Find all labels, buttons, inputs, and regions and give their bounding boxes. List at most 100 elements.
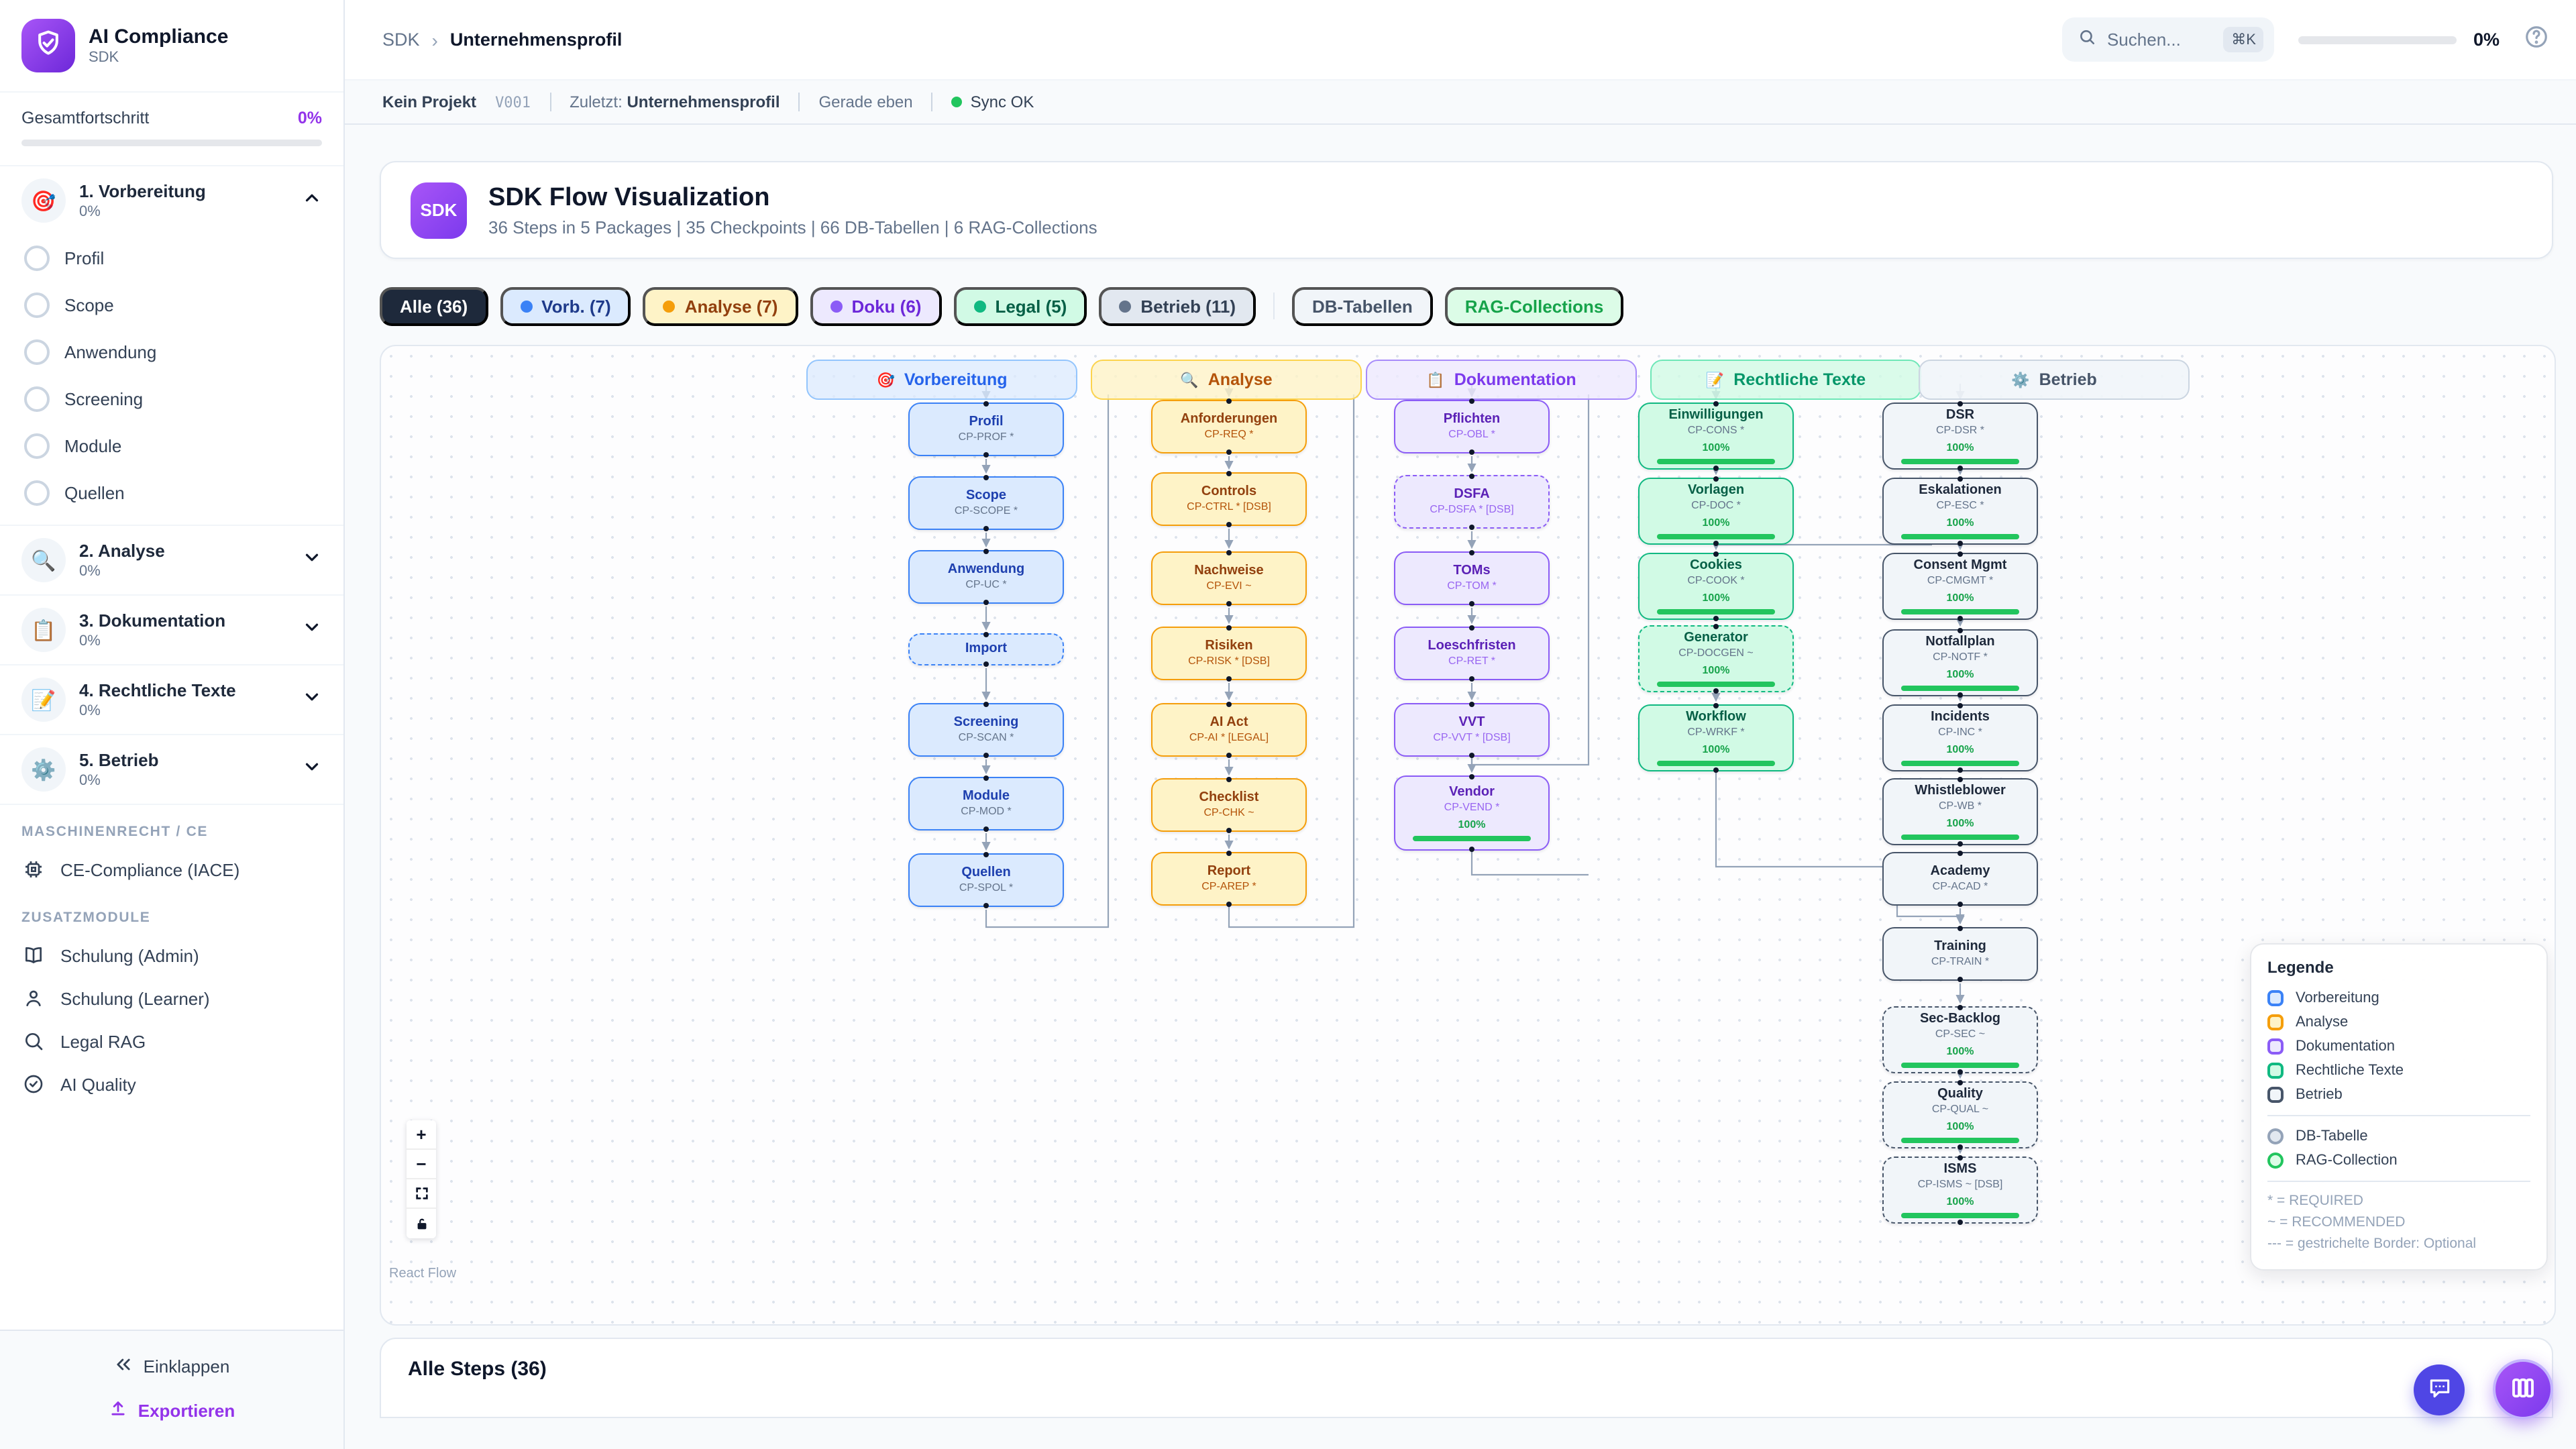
column-header-gray[interactable]: ⚙️ Betrieb [1919,360,2190,400]
flow-node[interactable]: TOMs CP-TOM * [1394,550,1550,606]
flow-node[interactable]: Whistleblower CP-WB * 100% [1882,777,2038,847]
flow-node[interactable]: Anwendung CP-UC * [908,549,1064,605]
breadcrumb-sdk[interactable]: SDK [382,30,420,50]
filter-db[interactable]: DB-Tabellen [1292,286,1433,325]
flow-node[interactable]: Einwilligungen CP-CONS * 100% [1638,401,1794,471]
node-title: Academy [1930,863,1990,879]
sidebar-item-cpu[interactable]: CE-Compliance (IACE) [0,848,343,891]
flow-node[interactable]: DSFA CP-DSFA * [DSB] [1394,474,1550,530]
phase-title: 3. Dokumentation [79,610,226,631]
flow-node[interactable]: Eskalationen CP-ESC * 100% [1882,476,2038,546]
sidebar-item-check[interactable]: AI Quality [0,1063,343,1106]
sidebar-phase-3[interactable]: 📋 3. Dokumentation 0% [0,596,343,664]
column-header-green[interactable]: 📝 Rechtliche Texte [1650,360,1921,400]
flow-node[interactable]: Quellen CP-SPOL * [908,852,1064,908]
flow-node[interactable]: AI Act CP-AI * [LEGAL] [1151,702,1307,758]
sidebar-item-quellen[interactable]: Quellen [0,470,343,517]
flow-node[interactable]: Academy CP-ACAD * [1882,851,2038,907]
reactflow-attribution[interactable]: React Flow [389,1267,457,1281]
step-status-circle [24,292,50,318]
flow-node[interactable]: Incidents CP-INC * 100% [1882,703,2038,773]
flow-node[interactable]: Training CP-TRAIN * [1882,926,2038,982]
sidebar-item-book[interactable]: Schulung (Admin) [0,934,343,977]
sidebar-item-screening[interactable]: Screening [0,376,343,423]
flow-node[interactable]: Notfallplan CP-NOTF * 100% [1882,628,2038,698]
sidebar-item-anwendung[interactable]: Anwendung [0,329,343,376]
help-icon[interactable] [2524,23,2549,56]
filter-blue[interactable]: Vorb. (7) [500,286,631,325]
flow-node[interactable]: Nachweise CP-EVI ~ [1151,550,1307,606]
flow-node[interactable]: Profil CP-PROF * [908,401,1064,458]
sidebar-phase-5[interactable]: ⚙️ 5. Betrieb 0% [0,735,343,804]
flow-header-card: SDK SDK Flow Visualization 36 Steps in 5… [380,161,2553,259]
flow-canvas[interactable]: + − React Flow 🎯 Vorbereitung Profil CP-PRO… [380,345,2556,1326]
flow-node[interactable]: Import [908,632,1064,667]
flow-node[interactable]: DSR CP-DSR * 100% [1882,401,2038,471]
flow-node[interactable]: Scope CP-SCOPE * [908,475,1064,531]
node-progress-value: 100% [1702,517,1730,529]
filter-divider [1273,292,1275,319]
column-header-yellow[interactable]: 🔍 Analyse [1091,360,1362,400]
sidebar-item-user[interactable]: Schulung (Learner) [0,977,343,1020]
flow-node[interactable]: Screening CP-SCAN * [908,702,1064,758]
flow-node[interactable]: Vorlagen CP-DOC * 100% [1638,476,1794,546]
sidebar-phase-4[interactable]: 📝 4. Rechtliche Texte 0% [0,665,343,734]
flow-node[interactable]: Cookies CP-COOK * 100% [1638,551,1794,621]
flow-node[interactable]: Generator CP-DOCGEN ~ 100% [1638,624,1794,694]
sidebar-phase-1[interactable]: 🎯 1. Vorbereitung 0% [0,166,343,235]
sidebar-item-scope[interactable]: Scope [0,282,343,329]
legend-swatch [2267,1087,2284,1103]
book-icon [21,945,46,966]
node-code: CP-ISMS ~ [DSB] [1917,1178,2003,1191]
app-subtitle: SDK [89,49,119,66]
sidebar-phase-2[interactable]: 🔍 2. Analyse 0% [0,526,343,594]
breadcrumb-current: Unternehmensprofil [449,30,623,50]
column-header-blue[interactable]: 🎯 Vorbereitung [806,360,1077,400]
fit-view-button[interactable] [407,1179,436,1209]
flow-node[interactable]: Controls CP-CTRL * [DSB] [1151,471,1307,527]
lock-button[interactable] [407,1209,436,1238]
zoom-out-button[interactable]: − [407,1150,436,1179]
export-button[interactable]: Exportieren [0,1389,343,1433]
filter-yellow[interactable]: Analyse (7) [643,286,798,325]
sidebar: AI Compliance SDK Gesamtfortschritt 0% 🎯… [0,0,345,1449]
node-code: CP-UC * [965,578,1007,591]
column-header-purple[interactable]: 📋 Dokumentation [1366,360,1637,400]
flow-node[interactable]: ISMS CP-ISMS ~ [DSB] 100% [1882,1155,2038,1225]
filter-rag[interactable]: RAG-Collections [1444,286,1624,325]
node-progress-value: 100% [1458,818,1486,831]
flow-node[interactable]: Consent Mgmt CP-CMGMT * 100% [1882,551,2038,621]
node-title: Controls [1201,484,1257,499]
flow-node[interactable]: Sec-Backlog CP-SEC ~ 100% [1882,1005,2038,1075]
flow-node[interactable]: Loeschfristen CP-RET * [1394,625,1550,682]
filter-green[interactable]: Legal (5) [953,286,1087,325]
chat-fab[interactable] [2414,1364,2465,1415]
sidebar-item-module[interactable]: Module [0,423,343,470]
flow-node[interactable]: Module CP-MOD * [908,775,1064,832]
step-status-circle [24,339,50,365]
flow-node[interactable]: Anforderungen CP-REQ * [1151,398,1307,455]
flow-node[interactable]: Vendor CP-VEND * 100% [1394,774,1550,852]
flow-node[interactable]: Workflow CP-WRKF * 100% [1638,703,1794,773]
filter-gray[interactable]: Betrieb (11) [1099,286,1256,325]
legend-swatch [2267,1128,2284,1144]
filter-all[interactable]: Alle (36) [380,286,488,325]
zoom-in-button[interactable]: + [407,1120,436,1150]
main-area: SDK › Unternehmensprofil Suchen... ⌘K 0% [345,0,2576,1449]
flow-node[interactable]: Pflichten CP-OBL * [1394,398,1550,455]
legend-phase-gray: Betrieb [2267,1083,2530,1107]
flow-node[interactable]: Checklist CP-CHK ~ [1151,777,1307,833]
sidebar-item-search[interactable]: Legal RAG [0,1020,343,1063]
header-progress-value: 0% [2473,30,2500,50]
search-input[interactable]: Suchen... ⌘K [2062,17,2275,62]
flow-node[interactable]: Report CP-AREP * [1151,851,1307,907]
sidebar-item-profil[interactable]: Profil [0,235,343,282]
collapse-sidebar-button[interactable]: Einklappen [0,1344,343,1389]
flow-node[interactable]: Risiken CP-RISK * [DSB] [1151,625,1307,682]
flow-node[interactable]: VVT CP-VVT * [DSB] [1394,702,1550,758]
node-progress-bar [1657,682,1775,688]
flow-node[interactable]: Quality CP-QUAL ~ 100% [1882,1080,2038,1150]
board-view-fab[interactable] [2493,1359,2553,1419]
filter-purple[interactable]: Doku (6) [810,286,942,325]
project-status: Kein Projekt [382,93,477,111]
